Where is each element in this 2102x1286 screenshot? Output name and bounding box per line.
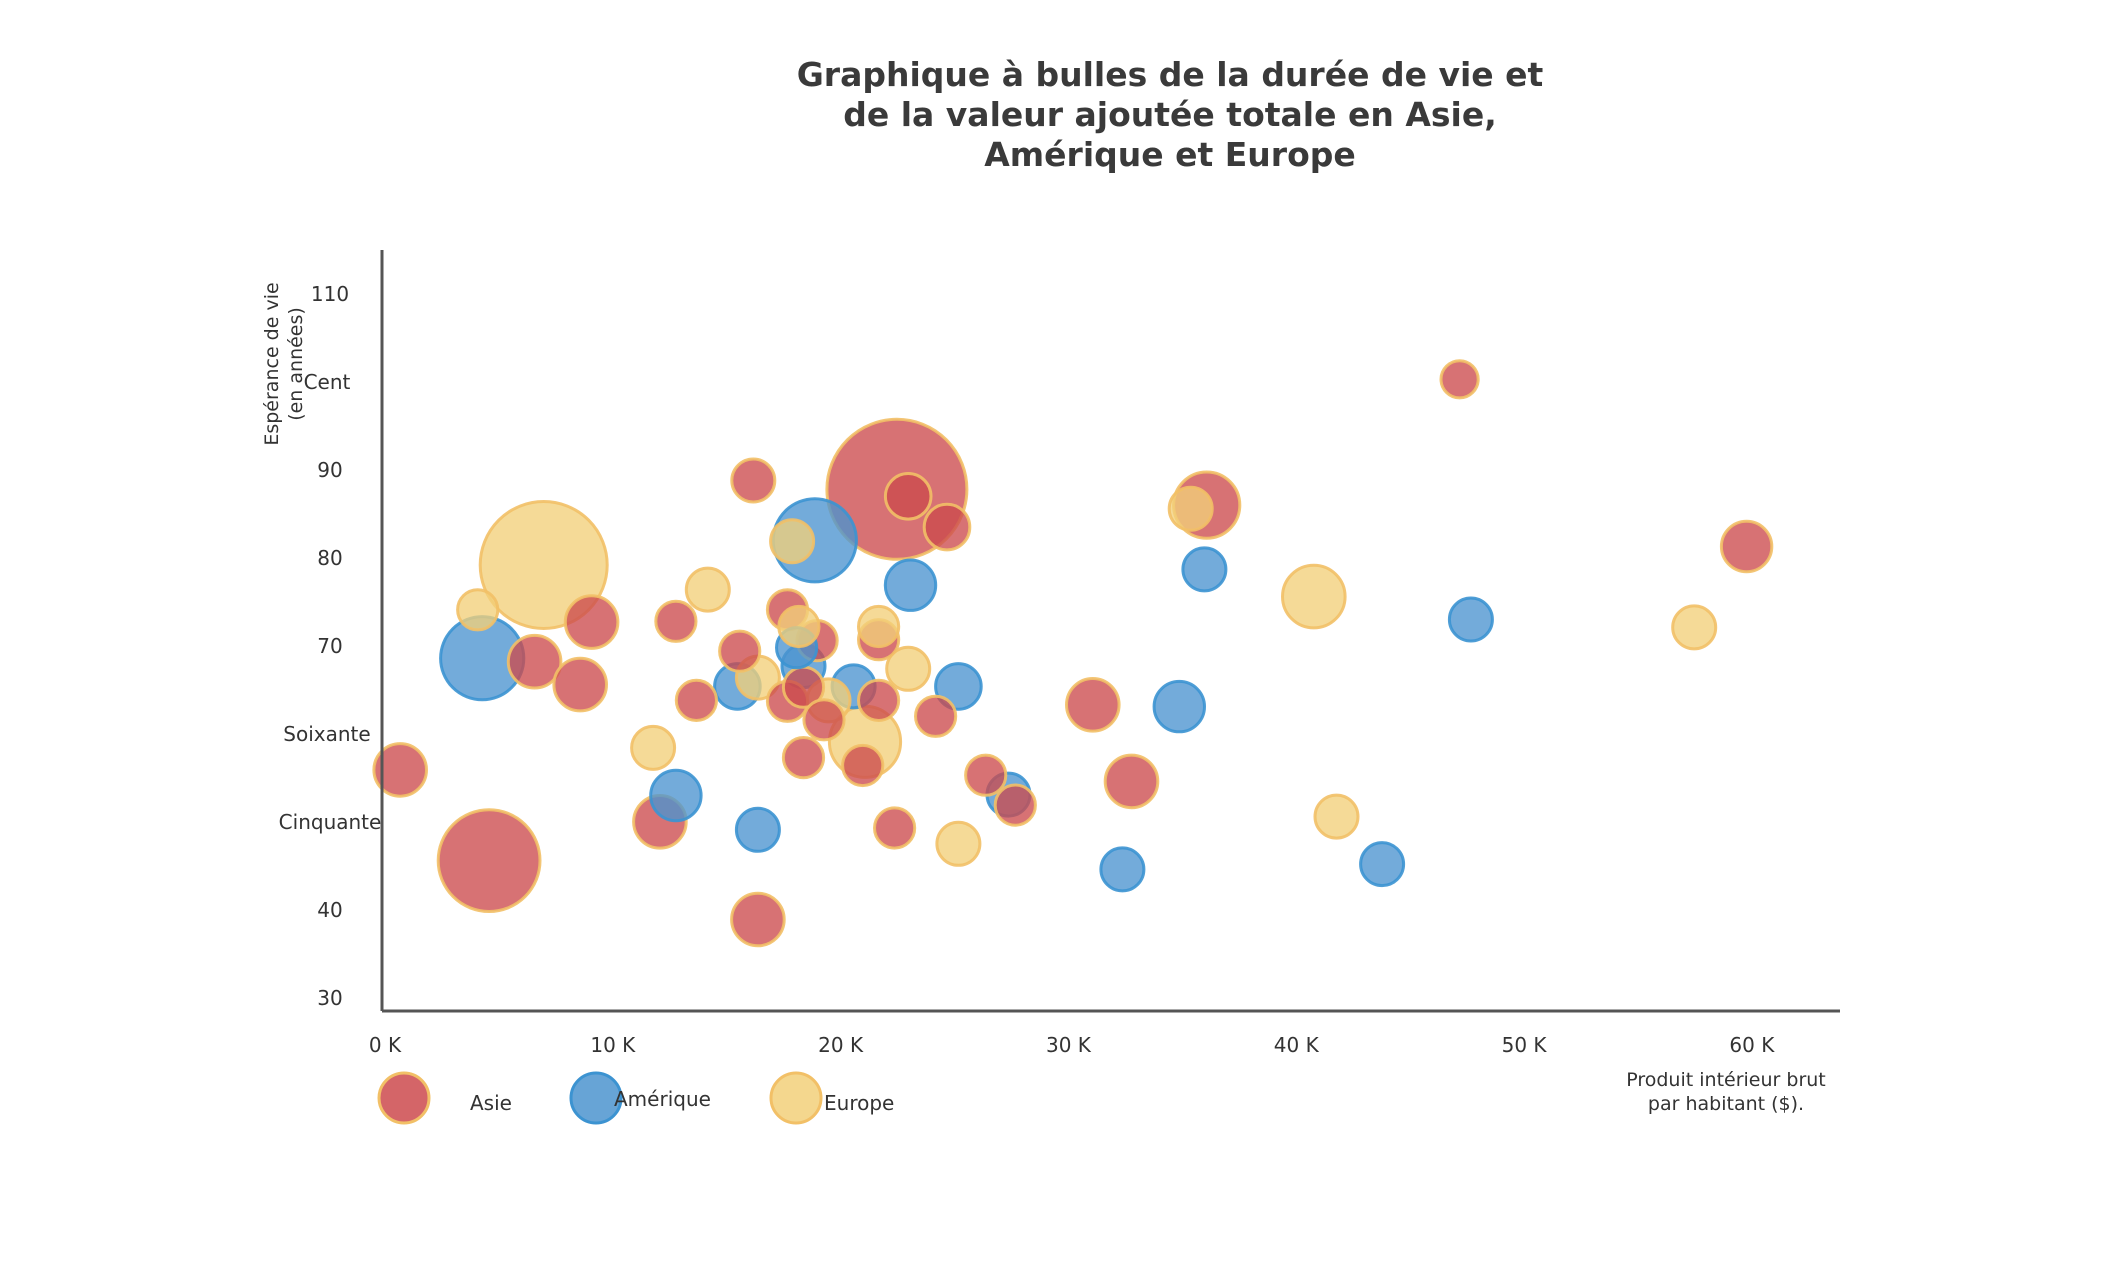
- legend-label: Europe: [824, 1091, 894, 1115]
- bubble-amrique-11: [1099, 846, 1146, 893]
- y-tick-label: Soixante: [283, 722, 370, 746]
- bubble-amrique-13: [1181, 546, 1228, 593]
- y-tick-label: 90: [317, 458, 342, 482]
- x-tick-labels: 0 K 10 K 20 K 30 K 40 K 50 K 60 K: [369, 1033, 1775, 1057]
- x-axis-title-line: Produit intérieur brut: [1626, 1069, 1826, 1091]
- chart-title-line: Amérique et Europe: [984, 135, 1356, 174]
- bubble-asie-17: [841, 743, 885, 788]
- bubble-asie-23: [914, 694, 958, 738]
- bubble-asie-19: [857, 678, 901, 723]
- legend-item-europe: Europe: [769, 1071, 894, 1125]
- bubble-europe-15: [1671, 604, 1718, 651]
- legend-item-asie: Asie: [377, 1071, 512, 1125]
- legend-item-amrique: Amérique: [569, 1071, 711, 1125]
- bubble-asie-2: [506, 633, 563, 690]
- bubble-europe-3: [684, 566, 731, 613]
- bubble-europe-14: [1313, 793, 1360, 840]
- bubble-asie-6: [654, 599, 698, 643]
- y-tick-label: 30: [317, 986, 342, 1010]
- bubble-europe-0: [456, 588, 500, 632]
- chart-title-line: de la valeur ajoutée totale en Asie,: [843, 95, 1497, 134]
- bubble-amrique-14: [1359, 841, 1406, 888]
- legend-swatch: [377, 1071, 431, 1125]
- bubble-amrique-12: [1152, 679, 1207, 734]
- bubble-amrique-15: [1447, 596, 1494, 643]
- bubble-europe-10: [885, 645, 932, 692]
- x-axis-title-line: par habitant ($).: [1648, 1093, 1804, 1115]
- bubble-asie-4: [563, 594, 620, 650]
- y-tick-label: 70: [317, 634, 342, 658]
- bubble-asie-10: [730, 891, 786, 948]
- bubble-asie-28: [1103, 753, 1160, 810]
- bubble-amrique-8: [883, 558, 938, 612]
- y-tick-label: 110: [311, 282, 349, 306]
- bubbles: [372, 359, 1774, 948]
- bubble-asie-25: [964, 753, 1008, 797]
- bubble-amrique-3: [734, 806, 781, 853]
- y-axis-title-line: (en années): [285, 307, 307, 421]
- bubble-europe-6: [777, 604, 821, 649]
- y-tick-label: Cinquante: [279, 810, 382, 834]
- legend-label: Amérique: [614, 1087, 711, 1111]
- bubble-asie-24: [922, 502, 972, 552]
- axes: [380, 250, 1840, 1013]
- x-tick-label: 60 K: [1729, 1033, 1775, 1057]
- bubble-asie-20: [873, 806, 917, 850]
- bubble-asie-26: [993, 783, 1037, 827]
- x-tick-label: 50 K: [1502, 1033, 1548, 1057]
- y-tick-label: 80: [317, 546, 342, 570]
- chart-title: Graphique à bulles de la durée de vie et…: [797, 55, 1544, 174]
- x-tick-label: 0 K: [369, 1033, 402, 1057]
- bubble-asie-9: [730, 457, 777, 504]
- bubble-asie-16: [802, 698, 846, 742]
- bubble-asie-14: [781, 736, 826, 780]
- bubble-asie-27: [1065, 677, 1121, 733]
- bubble-asie-22: [883, 472, 933, 521]
- legend: Asie Amérique Europe: [377, 1071, 894, 1125]
- bubble-europe-11: [935, 820, 982, 867]
- bubble-europe-2: [630, 724, 677, 771]
- y-tick-label: 40: [317, 898, 342, 922]
- y-axis-title-line: Espérance de vie: [261, 282, 283, 445]
- legend-swatch: [569, 1071, 623, 1125]
- bubble-asie-7: [674, 678, 719, 723]
- bubble-asie-30: [1439, 359, 1480, 400]
- bubble-asie-0: [372, 742, 429, 798]
- legend-label: Asie: [470, 1091, 512, 1115]
- bubble-asie-3: [552, 656, 609, 713]
- bubble-europe-12: [1167, 485, 1214, 532]
- y-tick-labels: 30 40 Cinquante Soixante 70 80 90 Cent 110: [279, 282, 382, 1010]
- x-tick-label: 30 K: [1046, 1033, 1092, 1057]
- legend-swatch: [769, 1071, 823, 1125]
- bubble-europe-5: [769, 518, 816, 565]
- bubble-amrique-1: [649, 768, 703, 823]
- bubble-europe-1: [478, 500, 609, 630]
- bubble-europe-9: [857, 604, 901, 649]
- x-tick-label: 40 K: [1274, 1033, 1320, 1057]
- bubble-asie-1: [436, 808, 542, 913]
- bubble-asie-31: [1719, 519, 1774, 574]
- chart-title-line: Graphique à bulles de la durée de vie et: [797, 55, 1544, 94]
- bubble-amrique-9: [934, 662, 983, 711]
- x-tick-label: 10 K: [590, 1033, 636, 1057]
- y-tick-label: Cent: [304, 370, 351, 394]
- y-axis-title: Espérance de vie (en années): [261, 282, 307, 445]
- bubble-europe-13: [1281, 563, 1347, 630]
- bubble-asie-8: [718, 629, 762, 673]
- x-tick-label: 20 K: [818, 1033, 864, 1057]
